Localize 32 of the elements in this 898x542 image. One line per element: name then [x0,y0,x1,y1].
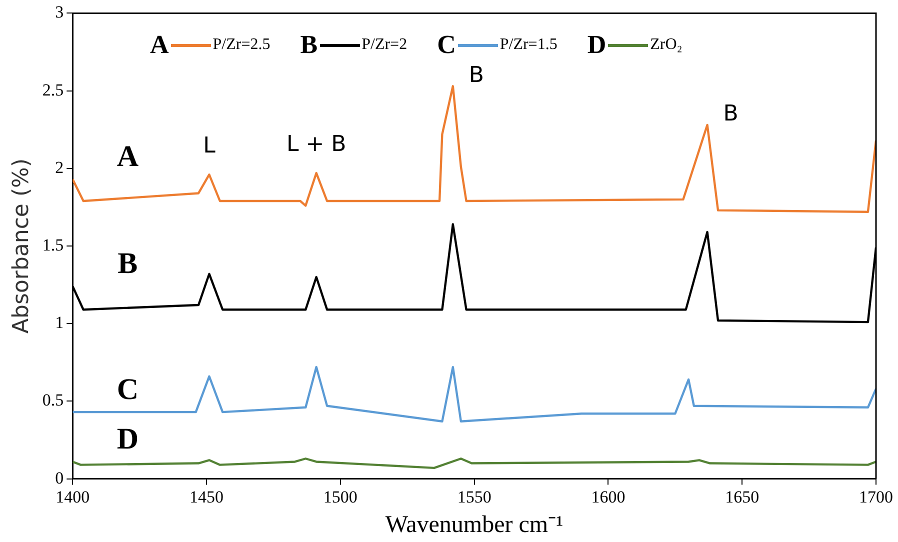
legend-label: P/Zr=1.5 [500,36,558,54]
x-tick-label: 1400 [56,487,90,506]
legend-label: P/Zr=2.5 [212,36,270,54]
y-tick-label: 0.5 [42,390,64,410]
x-tick-label: 1550 [457,487,492,506]
annotation: B [723,102,738,127]
y-tick-label: 0 [55,468,64,488]
text: C [437,30,456,59]
y-tick-label: 1.5 [42,235,64,254]
text: D [587,30,606,59]
x-tick-label: 1500 [323,487,358,506]
x-tick-label: 1600 [591,487,626,506]
annotation: D [116,422,138,456]
y-axis-title: Absorbance (%) [8,158,34,334]
x-tick-label: 1650 [725,487,760,506]
y-tick-label: 2 [55,158,64,177]
y-tick-label: 1 [55,313,64,332]
annotation: L [203,133,216,158]
annotation: A [116,140,139,174]
x-tick-label: 1700 [859,487,893,506]
x-tick-label: 1450 [190,487,224,506]
text: B [300,30,318,59]
annotation: B [118,247,138,280]
annotation: L + B [286,132,346,157]
y-tick-label: 3 [55,2,64,22]
legend-label: P/Zr=2 [362,36,408,54]
annotation: C [116,372,138,406]
text: A [150,30,169,59]
legend-label: ZrO₂ [650,36,682,54]
annotation: B [468,62,484,88]
y-tick-label: 2.5 [42,80,64,100]
x-axis-title: Wavenumber cm⁻¹ [385,512,564,538]
